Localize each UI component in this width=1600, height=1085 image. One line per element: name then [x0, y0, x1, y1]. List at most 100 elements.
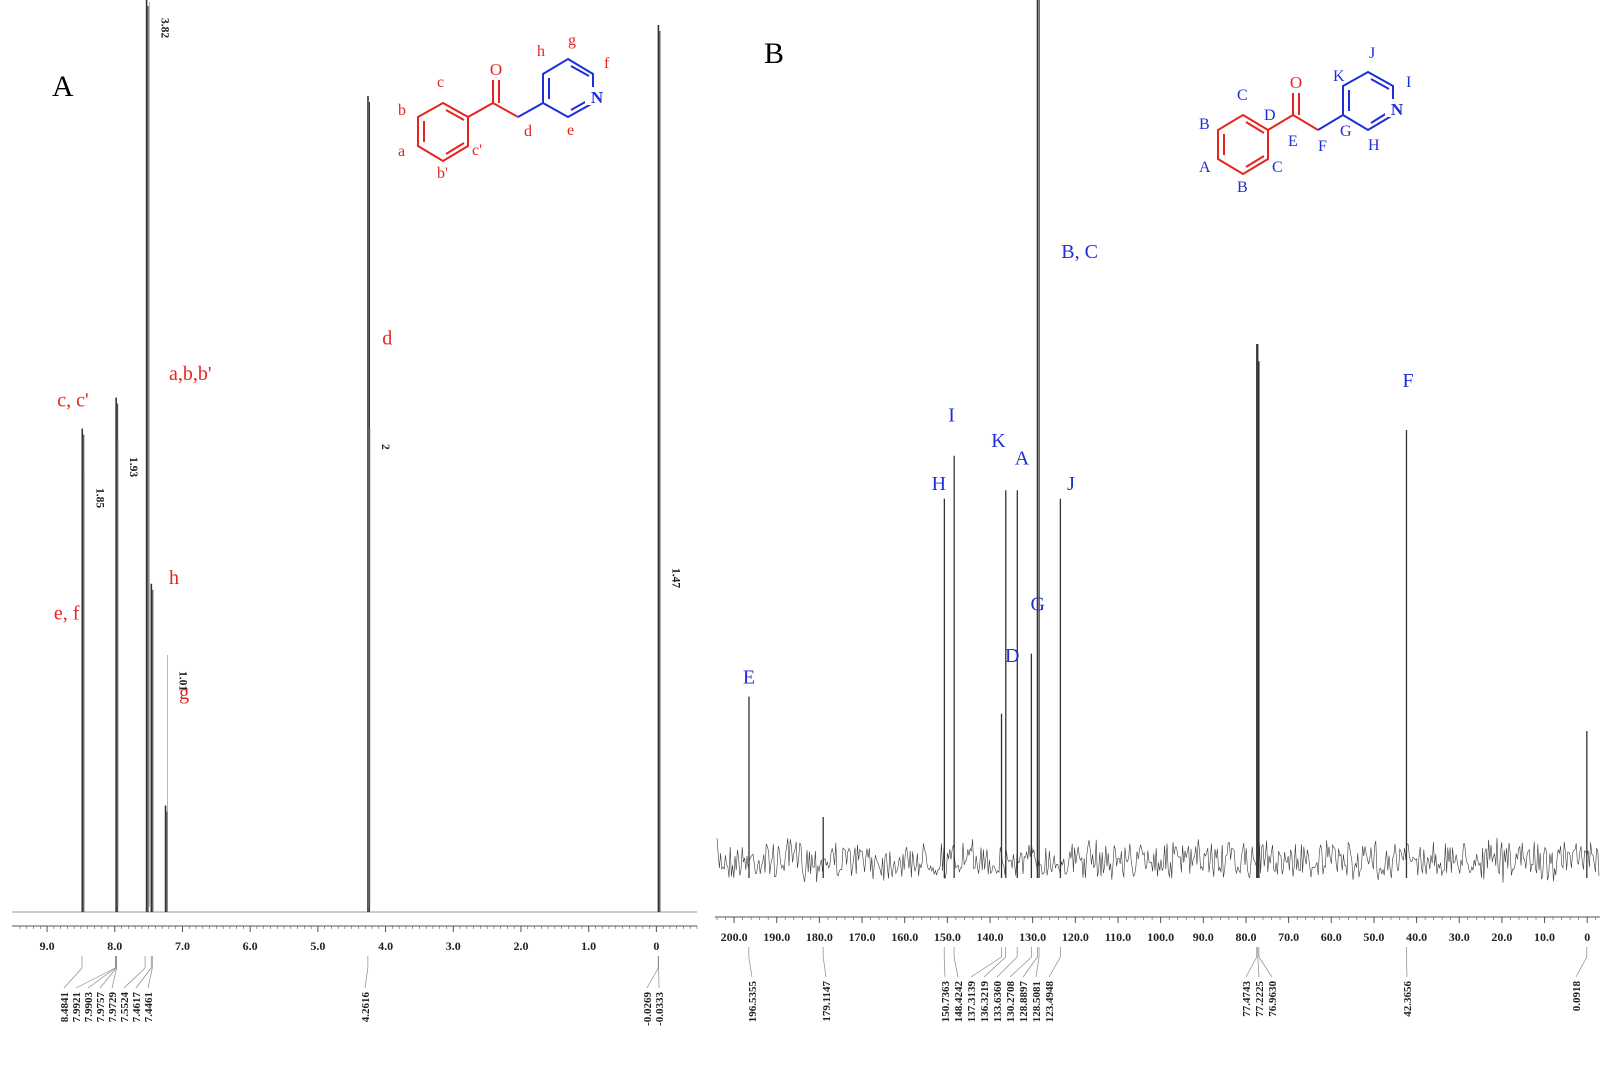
panel-a-tick-label: 4.0 — [378, 939, 393, 953]
panel-a-shift-connector — [646, 967, 659, 989]
panel-a-shift-connector — [123, 967, 146, 989]
panel-a-shift-value: 7.9921 — [71, 992, 83, 1022]
panel-b-peak-label: H — [932, 473, 946, 495]
panel-a-shift-labels: 8.4841 7.9921 7.9903 7.9757 7.9729 7.5524 7.46… — [59, 956, 666, 1026]
panel-b-shift-value: 179.1147 — [821, 981, 833, 1022]
panel-b-peak-label: A — [1015, 447, 1030, 469]
panel-a-shift-value: 7.9903 — [83, 992, 95, 1023]
panel-b-tick-label: 190.0 — [763, 930, 790, 944]
panel-b-molecule: O N C B A C B D E F G H I J K — [1199, 45, 1411, 196]
panel-b-shift-connector — [1048, 956, 1061, 978]
panel-a-label-b: b — [398, 102, 406, 119]
panel-b-tick-label: 80.0 — [1235, 930, 1256, 944]
panel-b-tick-label: 70.0 — [1278, 930, 1299, 944]
panel-b-noise-trace — [716, 837, 1600, 883]
panel-b-shift-connector — [1245, 956, 1258, 978]
panel-a-shift-connector — [63, 967, 83, 989]
panel-b-tick-label: 100.0 — [1147, 930, 1174, 944]
panel-b-label-k: K — [1333, 68, 1345, 85]
panel-a-peak-label: c, c' — [57, 389, 88, 411]
panel-b-peak-label: E — [743, 667, 755, 689]
panel-b-shift-connector — [943, 956, 946, 978]
panel-b-oxygen: O — [1290, 73, 1302, 92]
panel-b-noise — [716, 837, 1600, 883]
panel-b-label-j: J — [1369, 45, 1375, 62]
panel-b-label-c-top: C — [1237, 87, 1248, 104]
panel-b-label-d: D — [1264, 107, 1276, 124]
panel-b-shift-connector — [822, 956, 827, 978]
panel-b-tick-label: 10.0 — [1534, 930, 1555, 944]
panel-b-shift-value: 42.3656 — [1402, 981, 1414, 1017]
panel-b-tick-label: 150.0 — [934, 930, 961, 944]
panel-a-peak-label: h — [169, 567, 179, 589]
panel-b-shift-value: 196.5355 — [747, 981, 759, 1023]
panel-b-peak-labels: E H I KA G D B, C J F — [743, 241, 1414, 689]
panel-b-shift-value: 150.7363 — [940, 981, 952, 1023]
panel-a-shift-connector — [135, 967, 152, 989]
panel-b-shift-value: 137.3139 — [966, 981, 978, 1023]
panel-a-tick-label: 0 — [653, 939, 659, 953]
panel-b-shift-value: 133.6360 — [992, 981, 1004, 1023]
panel-b-label-f: F — [1318, 138, 1327, 155]
panel-a-label-b-prime: b' — [437, 165, 448, 182]
panel-b-tick-label: 140.0 — [977, 930, 1004, 944]
panel-b-tick-label: 180.0 — [806, 930, 833, 944]
panel-a-shift-value: 8.4841 — [59, 992, 71, 1022]
panel-a-tick-label: 6.0 — [243, 939, 258, 953]
panel-a-peaks — [12, 0, 697, 913]
panel-b-shift-connector — [1035, 956, 1040, 978]
panel-b-label-i: I — [1406, 74, 1411, 91]
panel-a-tick-label: 1.0 — [581, 939, 596, 953]
panel-b-nitrogen: N — [1391, 100, 1404, 119]
panel-b-shift-connector — [996, 956, 1018, 978]
panel-b-tick-label: 50.0 — [1363, 930, 1384, 944]
panel-a-label-h: h — [537, 43, 545, 60]
panel-b-label-b-left: B — [1199, 116, 1210, 133]
panel-a-oxygen: O — [490, 60, 502, 79]
panel-b-tick-label: 110.0 — [1105, 930, 1131, 944]
panel-a-label-f: f — [604, 55, 610, 72]
panel-a-integral-value: 1.85 — [93, 488, 105, 508]
panel-a-peak-label: a,b,b' — [169, 363, 211, 385]
panel-b-13c-spectrum: B 200.0 190.0 180.0 170.0 160.0 150.0 140.0 130… — [715, 0, 1600, 1022]
panel-a-shift-value: -0.0333 — [654, 992, 666, 1026]
panel-b-tick-label: 0 — [1584, 930, 1590, 944]
panel-a-shift-value: 7.9757 — [95, 992, 107, 1023]
panel-a-label: A — [52, 70, 74, 103]
panel-b-shift-connector — [1406, 956, 1408, 978]
panel-a-tick-label: 2.0 — [513, 939, 528, 953]
panel-b-peak-label: B, C — [1061, 241, 1098, 263]
panel-b-label-g: G — [1340, 123, 1352, 140]
panel-b-shift-connector — [953, 956, 959, 978]
panel-a-shift-value: 7.4617 — [131, 992, 143, 1023]
panel-a-tick-label: 5.0 — [310, 939, 325, 953]
panel-b-shift-connector — [1258, 956, 1273, 978]
panel-b-tick-label: 130.0 — [1019, 930, 1046, 944]
panel-b-shift-value: 128.5081 — [1031, 981, 1043, 1022]
panel-b-tick-label: 40.0 — [1406, 930, 1427, 944]
panel-a-integrals: 1.85 1.93 3.82 1.01 2 1.47 — [83, 2, 681, 907]
panel-b-tick-label: 60.0 — [1321, 930, 1342, 944]
panel-a-label-d: d — [524, 123, 532, 140]
panel-b-shift-value: 77.2225 — [1254, 981, 1266, 1017]
panel-b-shift-value: 136.3219 — [979, 981, 991, 1023]
panel-b-shift-connector — [1022, 956, 1038, 978]
panel-a-shift-connector — [364, 967, 369, 989]
panel-a-peak-label: g — [179, 682, 189, 704]
panel-b-label-e: E — [1288, 133, 1298, 150]
panel-b-label-b-bottom: B — [1237, 179, 1248, 196]
panel-a-shift-value: -0.0269 — [642, 992, 654, 1026]
panel-a-shift-value: 7.4461 — [143, 992, 155, 1022]
panel-a-label-c-prime: c' — [472, 142, 482, 159]
panel-a-shift-value: 7.5524 — [119, 992, 131, 1023]
panel-a-nitrogen: N — [591, 88, 604, 107]
panel-a-label-c: c — [437, 74, 444, 91]
panel-b-tick-label: 120.0 — [1062, 930, 1089, 944]
panel-b-peak-label: G — [1031, 594, 1045, 616]
panel-a-label-e: e — [567, 122, 574, 139]
panel-b-shift-value: 128.8897 — [1018, 981, 1030, 1023]
panel-a-integral-value: 2 — [379, 444, 391, 450]
panel-a-label-a: a — [398, 143, 405, 160]
panel-a-shift-connector — [147, 967, 153, 989]
